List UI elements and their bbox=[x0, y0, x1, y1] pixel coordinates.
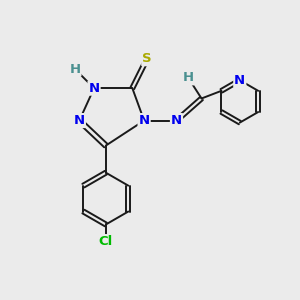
Text: N: N bbox=[171, 114, 182, 127]
Text: S: S bbox=[142, 52, 152, 65]
Text: Cl: Cl bbox=[99, 235, 113, 248]
Text: H: H bbox=[69, 62, 80, 76]
Text: N: N bbox=[74, 114, 85, 127]
Text: H: H bbox=[183, 71, 194, 84]
Text: N: N bbox=[88, 82, 100, 95]
Text: N: N bbox=[139, 114, 150, 127]
Text: N: N bbox=[234, 74, 245, 87]
